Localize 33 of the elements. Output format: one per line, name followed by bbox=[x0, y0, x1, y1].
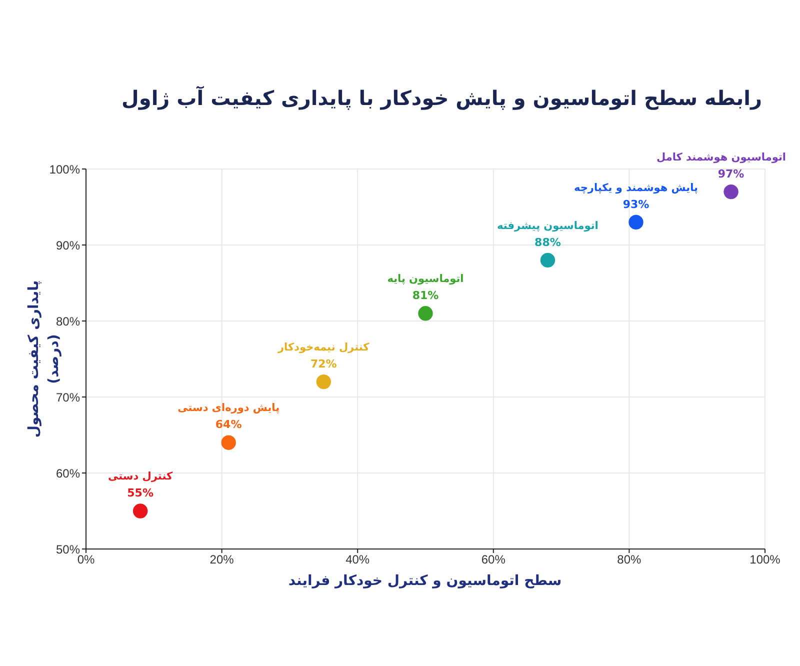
point bbox=[724, 184, 738, 200]
x-tick-label: 20% bbox=[210, 552, 234, 567]
text: کنترل دستی bbox=[108, 470, 174, 483]
point bbox=[540, 252, 556, 268]
y-tick-label: 70% bbox=[56, 390, 80, 404]
data-label: 88% bbox=[534, 236, 561, 249]
x-axis-title: سطح اتوماسیون و کنترل خودکار فرایند bbox=[288, 573, 562, 589]
data-label: 93% bbox=[622, 198, 650, 211]
data-label: 97% bbox=[718, 167, 744, 180]
text: کنترل نیمه‌خودکار bbox=[277, 341, 370, 354]
text: پایش هوشمند و یکپارچه bbox=[574, 182, 698, 194]
text: پایش دوره‌ای دستی bbox=[178, 402, 280, 414]
point bbox=[132, 504, 148, 518]
point bbox=[628, 214, 644, 230]
text: اتوماسیون پایه bbox=[387, 273, 464, 286]
y-tick-label: 90% bbox=[56, 238, 80, 252]
data-label: 64% bbox=[215, 418, 242, 432]
text: اتوماسیون پیشرفته bbox=[497, 220, 598, 232]
chart-title: رابطه سطح اتوماسیون و پایش خودکار با پایداری کیفیت آب ژاول bbox=[122, 86, 762, 110]
point bbox=[221, 435, 236, 450]
data-label: 55% bbox=[127, 486, 154, 500]
data-label: 81% bbox=[412, 289, 439, 302]
point bbox=[316, 374, 332, 390]
x-tick-label: 100% bbox=[750, 552, 781, 567]
x-tick-label: 80% bbox=[617, 552, 642, 567]
y-tick-label: 80% bbox=[56, 314, 80, 328]
text: اتوماسیون هوشمند کامل bbox=[656, 151, 786, 164]
y-tick-label: 100% bbox=[49, 162, 80, 176]
data-label: 72% bbox=[310, 357, 337, 370]
x-tick-label: 40% bbox=[346, 552, 370, 567]
x-tick-label: 60% bbox=[481, 552, 506, 567]
y-tick-label: 60% bbox=[56, 466, 80, 480]
point bbox=[418, 306, 433, 321]
